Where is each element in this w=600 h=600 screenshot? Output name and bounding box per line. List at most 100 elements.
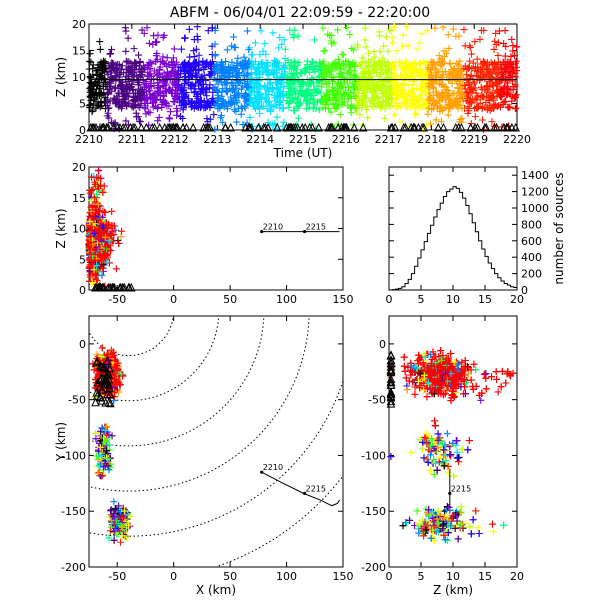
source-mark [339,51,347,59]
time-height-xtick-label: 2211 [118,133,146,146]
x-z-ytick-label: 5 [79,253,86,266]
source-mark [190,47,198,55]
source-mark [187,99,195,107]
source-mark [513,43,521,51]
source-mark [473,55,481,63]
source-mark [389,39,397,47]
source-mark [237,110,245,118]
source-mark [350,46,358,54]
source-mark [293,70,301,78]
source-mark [154,117,162,125]
source-mark [295,114,303,122]
source-mark [185,25,193,33]
source-mark [108,207,116,215]
source-mark [417,30,425,38]
source-mark [281,45,289,53]
time-height-ytick-label: 15 [72,45,86,58]
source-mark [219,85,227,93]
source-mark [466,42,474,50]
source-mark [167,108,175,116]
histogram-xtick-label: 10 [446,293,460,306]
source-mark [104,89,112,97]
source-mark [177,45,185,53]
source-mark [456,116,464,124]
source-mark [396,118,404,126]
x-z-ylabel: Z (km) [54,208,68,248]
source-mark [334,26,342,34]
x-z-ytick-label: 15 [72,192,86,205]
source-mark [466,44,474,52]
source-mark [233,118,241,126]
source-mark [114,236,122,244]
source-mark [294,32,302,40]
source-mark [471,113,479,121]
source-mark [416,39,424,47]
source-mark [195,51,203,59]
source-mark [248,51,256,59]
source-mark [170,45,178,53]
time-height-xtick-label: 2217 [375,133,403,146]
source-mark [404,42,412,50]
histogram-frame [388,166,518,291]
source-mark [359,75,367,83]
x-y-ytick-label: -200 [61,561,86,574]
time-height-xtick-label: 2214 [246,133,274,146]
source-mark [99,188,107,196]
time-height-sources [85,23,521,134]
source-mark [228,58,236,66]
source-mark [166,115,174,123]
source-mark [321,46,329,54]
source-mark [225,98,233,106]
source-mark [93,85,101,93]
x-y-xtick-label: 100 [276,570,297,583]
source-mark [427,120,435,128]
source-mark [414,45,422,53]
source-mark [399,31,407,39]
time-height-ylabel: Z (km) [54,57,68,97]
x-y-xtick-label: 50 [223,570,237,583]
histogram-ytick-label: 800 [521,218,542,231]
source-mark [85,57,93,65]
source-mark [511,81,519,89]
source-mark [169,54,177,62]
source-mark [96,45,104,53]
source-mark [423,27,431,35]
source-mark [478,116,486,124]
source-mark [290,57,298,65]
source-mark [124,34,132,42]
time-height-ytick-label: 5 [79,98,86,111]
source-mark [384,47,392,55]
source-mark [155,113,163,121]
source-mark [223,46,231,54]
source-mark [491,37,499,45]
time-height-xtick-label: 2218 [417,133,445,146]
source-mark [95,166,103,174]
source-mark [210,111,218,119]
source-mark [343,24,351,32]
histogram-steps [389,186,518,291]
source-mark [390,111,398,119]
source-mark [309,58,317,66]
source-mark [273,113,281,121]
source-mark [511,105,519,113]
source-mark [286,26,294,34]
source-mark [382,33,390,41]
source-mark [230,33,238,41]
x-z-track-label: 2215 [306,223,326,232]
source-mark [118,62,126,70]
source-mark [106,50,114,58]
source-mark [324,86,332,94]
chart-title: ABFM - 06/04/01 22:09:59 - 22:20:00 [170,5,430,21]
x-y-xlabel: X (km) [196,583,236,597]
time-height-ytick-label: 0 [79,124,86,137]
x-z-stations [91,282,136,292]
source-mark [143,24,151,32]
time-height-xtick-label: 2210 [75,133,103,146]
histogram-ylabel: number of sources [552,172,566,284]
source-mark [315,106,323,114]
source-mark [455,32,463,40]
x-y-xtick-label: 150 [333,570,354,583]
time-height-xtick-label: 2213 [203,133,231,146]
source-mark [234,54,242,62]
source-mark [381,115,389,123]
